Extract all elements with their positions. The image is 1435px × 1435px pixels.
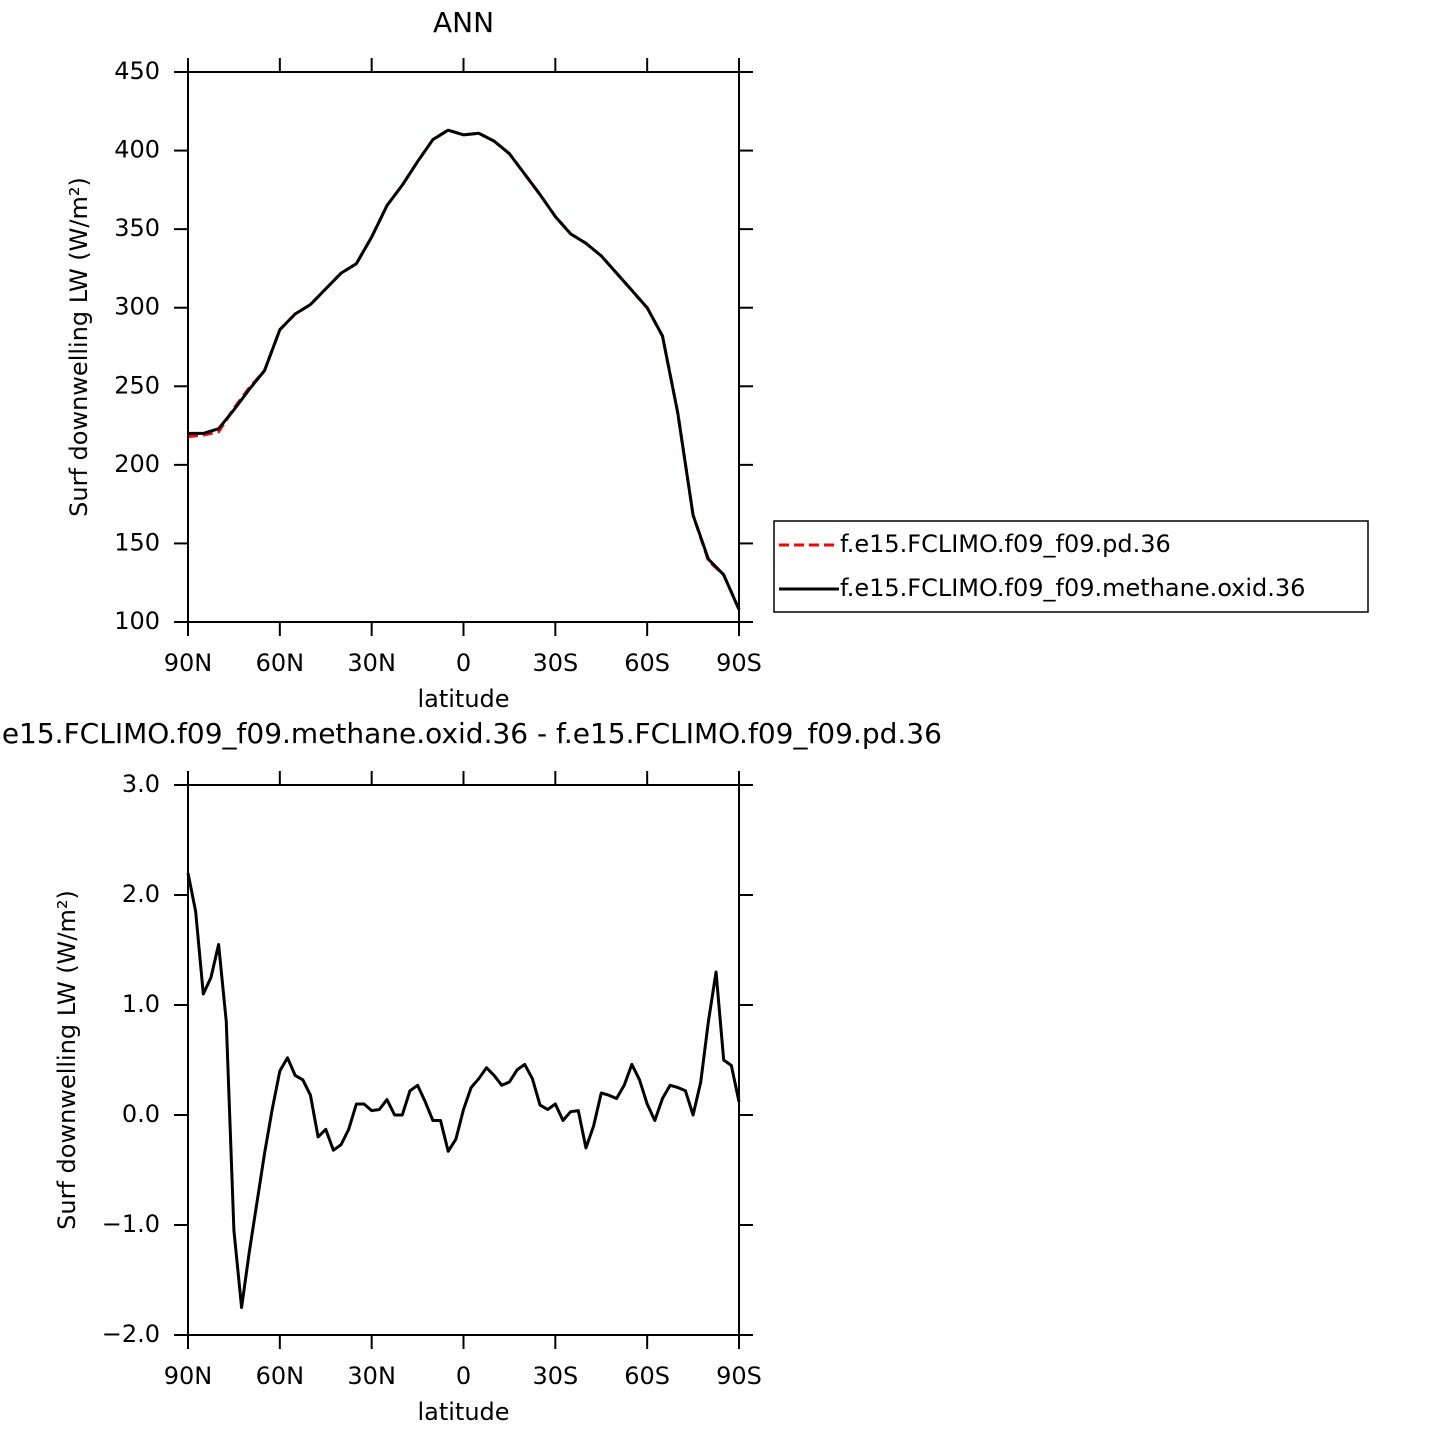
y-tick-label: −1.0 [102, 1210, 160, 1238]
y-tick-label: 0.0 [122, 1100, 160, 1128]
data-line [187, 128, 741, 611]
chart-title: ANN [433, 6, 494, 39]
plot-frame [187, 784, 740, 1336]
x-tick-label: 0 [456, 1362, 471, 1390]
data-line [186, 872, 741, 1309]
y-tick-label: 150 [114, 528, 160, 556]
y-tick-label: −2.0 [102, 1320, 160, 1348]
y-axis-label: Surf downwelling LW (W/m²) [53, 890, 81, 1230]
legend-label: f.e15.FCLIMO.f09_f09.pd.36 [840, 530, 1171, 558]
y-tick-label: 300 [114, 293, 160, 321]
x-tick-label: 60N [256, 649, 305, 677]
x-tick-label: 60S [624, 1362, 670, 1390]
legend-label: f.e15.FCLIMO.f09_f09.methane.oxid.36 [840, 574, 1305, 602]
y-tick-label: 450 [114, 57, 160, 85]
x-tick-label: 90N [164, 649, 213, 677]
legend-box [773, 520, 1369, 613]
x-tick-label: 60S [624, 649, 670, 677]
y-axis-label: Surf downwelling LW (W/m²) [65, 177, 93, 517]
x-axis-label: latitude [417, 1398, 509, 1426]
x-tick-label: 30N [347, 1362, 396, 1390]
x-tick-label: 30S [532, 1362, 578, 1390]
y-tick-label: 3.0 [122, 770, 160, 798]
y-tick-label: 1.0 [122, 990, 160, 1018]
x-tick-label: 30N [347, 649, 396, 677]
y-tick-label: 400 [114, 136, 160, 164]
plot-frame [187, 71, 740, 623]
y-tick-label: 350 [114, 214, 160, 242]
x-tick-label: 60N [256, 1362, 305, 1390]
y-tick-label: 2.0 [122, 880, 160, 908]
chart-title: f.e15.FCLIMO.f09_f09.methane.oxid.36 - f… [0, 717, 942, 750]
x-tick-label: 90N [164, 1362, 213, 1390]
x-tick-label: 30S [532, 649, 578, 677]
x-tick-label: 90S [716, 1362, 762, 1390]
y-tick-label: 200 [114, 450, 160, 478]
data-line [188, 128, 741, 611]
y-tick-label: 100 [114, 607, 160, 635]
x-axis-label: latitude [417, 685, 509, 713]
y-tick-label: 250 [114, 371, 160, 399]
x-tick-label: 0 [456, 649, 471, 677]
x-tick-label: 90S [716, 649, 762, 677]
